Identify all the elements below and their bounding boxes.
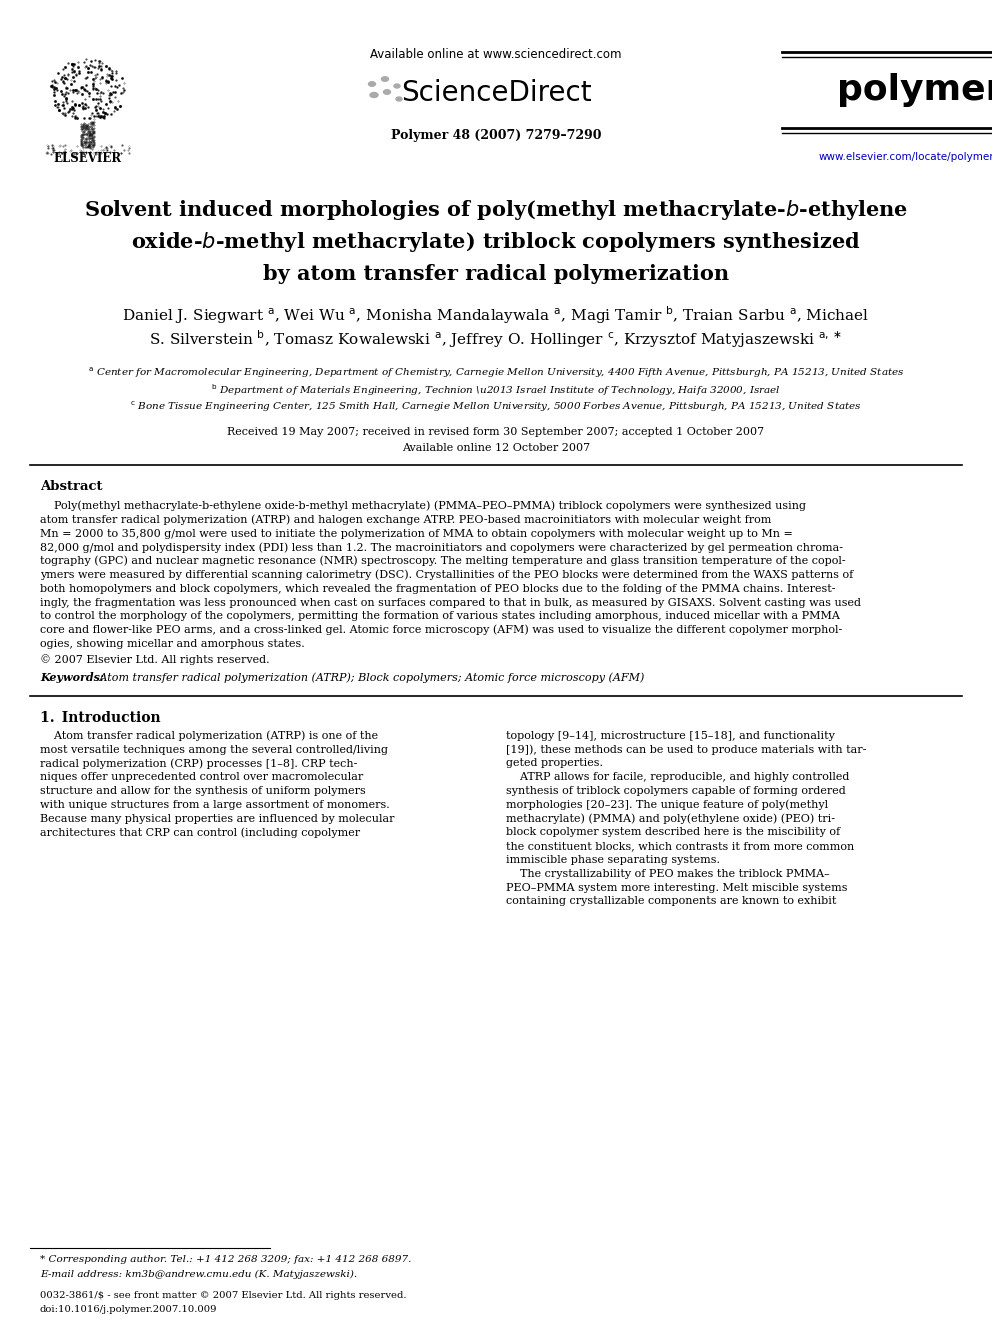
Text: architectures that CRP can control (including copolymer: architectures that CRP can control (incl…: [40, 827, 360, 837]
Text: Because many physical properties are influenced by molecular: Because many physical properties are inf…: [40, 814, 395, 824]
Text: Poly(methyl methacrylate-b-ethylene oxide-b-methyl methacrylate) (PMMA–PEO–PMMA): Poly(methyl methacrylate-b-ethylene oxid…: [40, 500, 806, 511]
Text: $^{\mathsf{b}}$ Department of Materials Engineering, Technion \u2013 Israel Inst: $^{\mathsf{b}}$ Department of Materials …: [211, 382, 781, 398]
Text: Atom transfer radical polymerization (ATRP) is one of the: Atom transfer radical polymerization (AT…: [40, 730, 378, 741]
Text: © 2007 Elsevier Ltd. All rights reserved.: © 2007 Elsevier Ltd. All rights reserved…: [40, 655, 270, 665]
Text: immiscible phase separating systems.: immiscible phase separating systems.: [506, 855, 720, 865]
Text: core and flower-like PEO arms, and a cross-linked gel. Atomic force microscopy (: core and flower-like PEO arms, and a cro…: [40, 624, 842, 635]
Text: atom transfer radical polymerization (ATRP) and halogen exchange ATRP. PEO-based: atom transfer radical polymerization (AT…: [40, 515, 772, 525]
Text: Atom transfer radical polymerization (ATRP); Block copolymers; Atomic force micr: Atom transfer radical polymerization (AT…: [96, 672, 645, 683]
Text: 0032-3861/$ - see front matter © 2007 Elsevier Ltd. All rights reserved.: 0032-3861/$ - see front matter © 2007 El…: [40, 1291, 407, 1301]
Text: * Corresponding author. Tel.: +1 412 268 3209; fax: +1 412 268 6897.: * Corresponding author. Tel.: +1 412 268…: [40, 1256, 412, 1265]
Text: www.elsevier.com/locate/polymer: www.elsevier.com/locate/polymer: [818, 152, 992, 161]
Text: topology [9–14], microstructure [15–18], and functionality: topology [9–14], microstructure [15–18],…: [506, 730, 835, 741]
Text: $^{\mathsf{c}}$ Bone Tissue Engineering Center, 125 Smith Hall, Carnegie Mellon : $^{\mathsf{c}}$ Bone Tissue Engineering …: [130, 400, 862, 414]
Text: ATRP allows for facile, reproducible, and highly controlled: ATRP allows for facile, reproducible, an…: [506, 773, 849, 782]
Text: Abstract: Abstract: [40, 480, 102, 493]
Text: Received 19 May 2007; received in revised form 30 September 2007; accepted 1 Oct: Received 19 May 2007; received in revise…: [227, 427, 765, 437]
Text: tography (GPC) and nuclear magnetic resonance (NMR) spectroscopy. The melting te: tography (GPC) and nuclear magnetic reso…: [40, 556, 845, 566]
Text: [19]), these methods can be used to produce materials with tar-: [19]), these methods can be used to prod…: [506, 745, 866, 755]
Text: synthesis of triblock copolymers capable of forming ordered: synthesis of triblock copolymers capable…: [506, 786, 846, 796]
Text: 82,000 g/mol and polydispersity index (PDI) less than 1.2. The macroinitiators a: 82,000 g/mol and polydispersity index (P…: [40, 542, 843, 553]
Ellipse shape: [368, 82, 376, 86]
Text: ingly, the fragmentation was less pronounced when cast on surfaces compared to t: ingly, the fragmentation was less pronou…: [40, 598, 861, 607]
Text: ELSEVIER: ELSEVIER: [54, 152, 122, 164]
Text: ogies, showing micellar and amorphous states.: ogies, showing micellar and amorphous st…: [40, 639, 305, 650]
Text: morphologies [20–23]. The unique feature of poly(methyl: morphologies [20–23]. The unique feature…: [506, 799, 828, 810]
Ellipse shape: [370, 93, 378, 98]
Text: Mn = 2000 to 35,800 g/mol were used to initiate the polymerization of MMA to obt: Mn = 2000 to 35,800 g/mol were used to i…: [40, 529, 793, 538]
Text: Available online 12 October 2007: Available online 12 October 2007: [402, 443, 590, 452]
Text: with unique structures from a large assortment of monomers.: with unique structures from a large asso…: [40, 800, 390, 810]
Text: geted properties.: geted properties.: [506, 758, 603, 769]
Ellipse shape: [394, 83, 400, 89]
Text: Polymer 48 (2007) 7279–7290: Polymer 48 (2007) 7279–7290: [391, 130, 601, 143]
Text: by atom transfer radical polymerization: by atom transfer radical polymerization: [263, 265, 729, 284]
Ellipse shape: [384, 90, 391, 94]
Text: Available online at www.sciencedirect.com: Available online at www.sciencedirect.co…: [370, 49, 622, 61]
Text: oxide-$\it{b}$-methyl methacrylate) triblock copolymers synthesized: oxide-$\it{b}$-methyl methacrylate) trib…: [131, 230, 861, 254]
Text: PEO–PMMA system more interesting. Melt miscible systems: PEO–PMMA system more interesting. Melt m…: [506, 882, 847, 893]
Text: The crystallizability of PEO makes the triblock PMMA–: The crystallizability of PEO makes the t…: [506, 869, 829, 878]
Text: ymers were measured by differential scanning calorimetry (DSC). Crystallinities : ymers were measured by differential scan…: [40, 570, 853, 581]
Text: Daniel J. Siegwart $^{\mathsf{a}}$, Wei Wu $^{\mathsf{a}}$, Monisha Mandalaywala: Daniel J. Siegwart $^{\mathsf{a}}$, Wei …: [122, 304, 870, 325]
Text: 1. Introduction: 1. Introduction: [40, 710, 161, 725]
Ellipse shape: [382, 77, 389, 81]
Text: most versatile techniques among the several controlled/living: most versatile techniques among the seve…: [40, 745, 388, 754]
Text: methacrylate) (PMMA) and poly(ethylene oxide) (PEO) tri-: methacrylate) (PMMA) and poly(ethylene o…: [506, 814, 835, 824]
Text: $^{\mathsf{a}}$ Center for Macromolecular Engineering, Department of Chemistry, : $^{\mathsf{a}}$ Center for Macromolecula…: [87, 365, 905, 380]
Text: S. Silverstein $^{\mathsf{b}}$, Tomasz Kowalewski $^{\mathsf{a}}$, Jeffrey O. Ho: S. Silverstein $^{\mathsf{b}}$, Tomasz K…: [150, 328, 842, 349]
Text: containing crystallizable components are known to exhibit: containing crystallizable components are…: [506, 897, 836, 906]
Text: niques offer unprecedented control over macromolecular: niques offer unprecedented control over …: [40, 773, 363, 782]
Text: the constituent blocks, which contrasts it from more common: the constituent blocks, which contrasts …: [506, 841, 854, 851]
Text: radical polymerization (CRP) processes [1–8]. CRP tech-: radical polymerization (CRP) processes […: [40, 758, 357, 769]
Text: ScienceDirect: ScienceDirect: [401, 79, 591, 107]
Text: Keywords:: Keywords:: [40, 672, 104, 683]
Ellipse shape: [396, 97, 402, 101]
Text: to control the morphology of the copolymers, permitting the formation of various: to control the morphology of the copolym…: [40, 611, 840, 622]
Text: Solvent induced morphologies of poly(methyl methacrylate-$\it{b}$-ethylene: Solvent induced morphologies of poly(met…: [84, 198, 908, 222]
Text: structure and allow for the synthesis of uniform polymers: structure and allow for the synthesis of…: [40, 786, 366, 796]
Text: polymer: polymer: [836, 73, 992, 107]
Text: E-mail address: km3b@andrew.cmu.edu (K. Matyjaszewski).: E-mail address: km3b@andrew.cmu.edu (K. …: [40, 1270, 357, 1278]
Text: both homopolymers and block copolymers, which revealed the fragmentation of PEO : both homopolymers and block copolymers, …: [40, 583, 835, 594]
Text: doi:10.1016/j.polymer.2007.10.009: doi:10.1016/j.polymer.2007.10.009: [40, 1306, 217, 1315]
Text: block copolymer system described here is the miscibility of: block copolymer system described here is…: [506, 827, 840, 837]
